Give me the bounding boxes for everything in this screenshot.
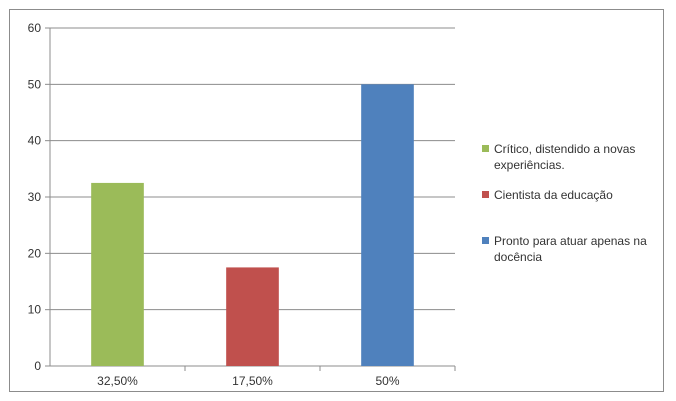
legend-label: experiências. (494, 158, 565, 172)
y-tick-label: 20 (28, 246, 42, 260)
x-category-label: 50% (375, 374, 399, 388)
y-tick-label: 30 (28, 190, 42, 204)
axis-labels: 0 10 20 30 40 50 60 32,50% 17,50% 50% (28, 21, 400, 388)
legend: Crítico, distendido a novas experiências.… (482, 142, 647, 264)
legend-label: Crítico, distendido a novas (494, 142, 635, 156)
legend-label: Cientista da educação (494, 188, 613, 202)
x-category-label: 32,50% (97, 374, 138, 388)
y-tick-label: 10 (28, 303, 42, 317)
legend-swatch (482, 191, 489, 198)
x-category-label: 17,50% (232, 374, 273, 388)
bar-3 (361, 84, 414, 366)
legend-label: docência (494, 250, 542, 264)
y-tick-label: 60 (28, 21, 42, 35)
legend-swatch (482, 237, 489, 244)
bar-1 (91, 182, 144, 366)
bar-2 (226, 267, 279, 366)
y-tick-label: 0 (34, 359, 41, 373)
y-tick-label: 40 (28, 134, 42, 148)
bars (91, 84, 414, 366)
legend-swatch (482, 145, 489, 152)
y-tick-label: 50 (28, 77, 42, 91)
legend-label: Pronto para atuar apenas na (494, 234, 647, 248)
